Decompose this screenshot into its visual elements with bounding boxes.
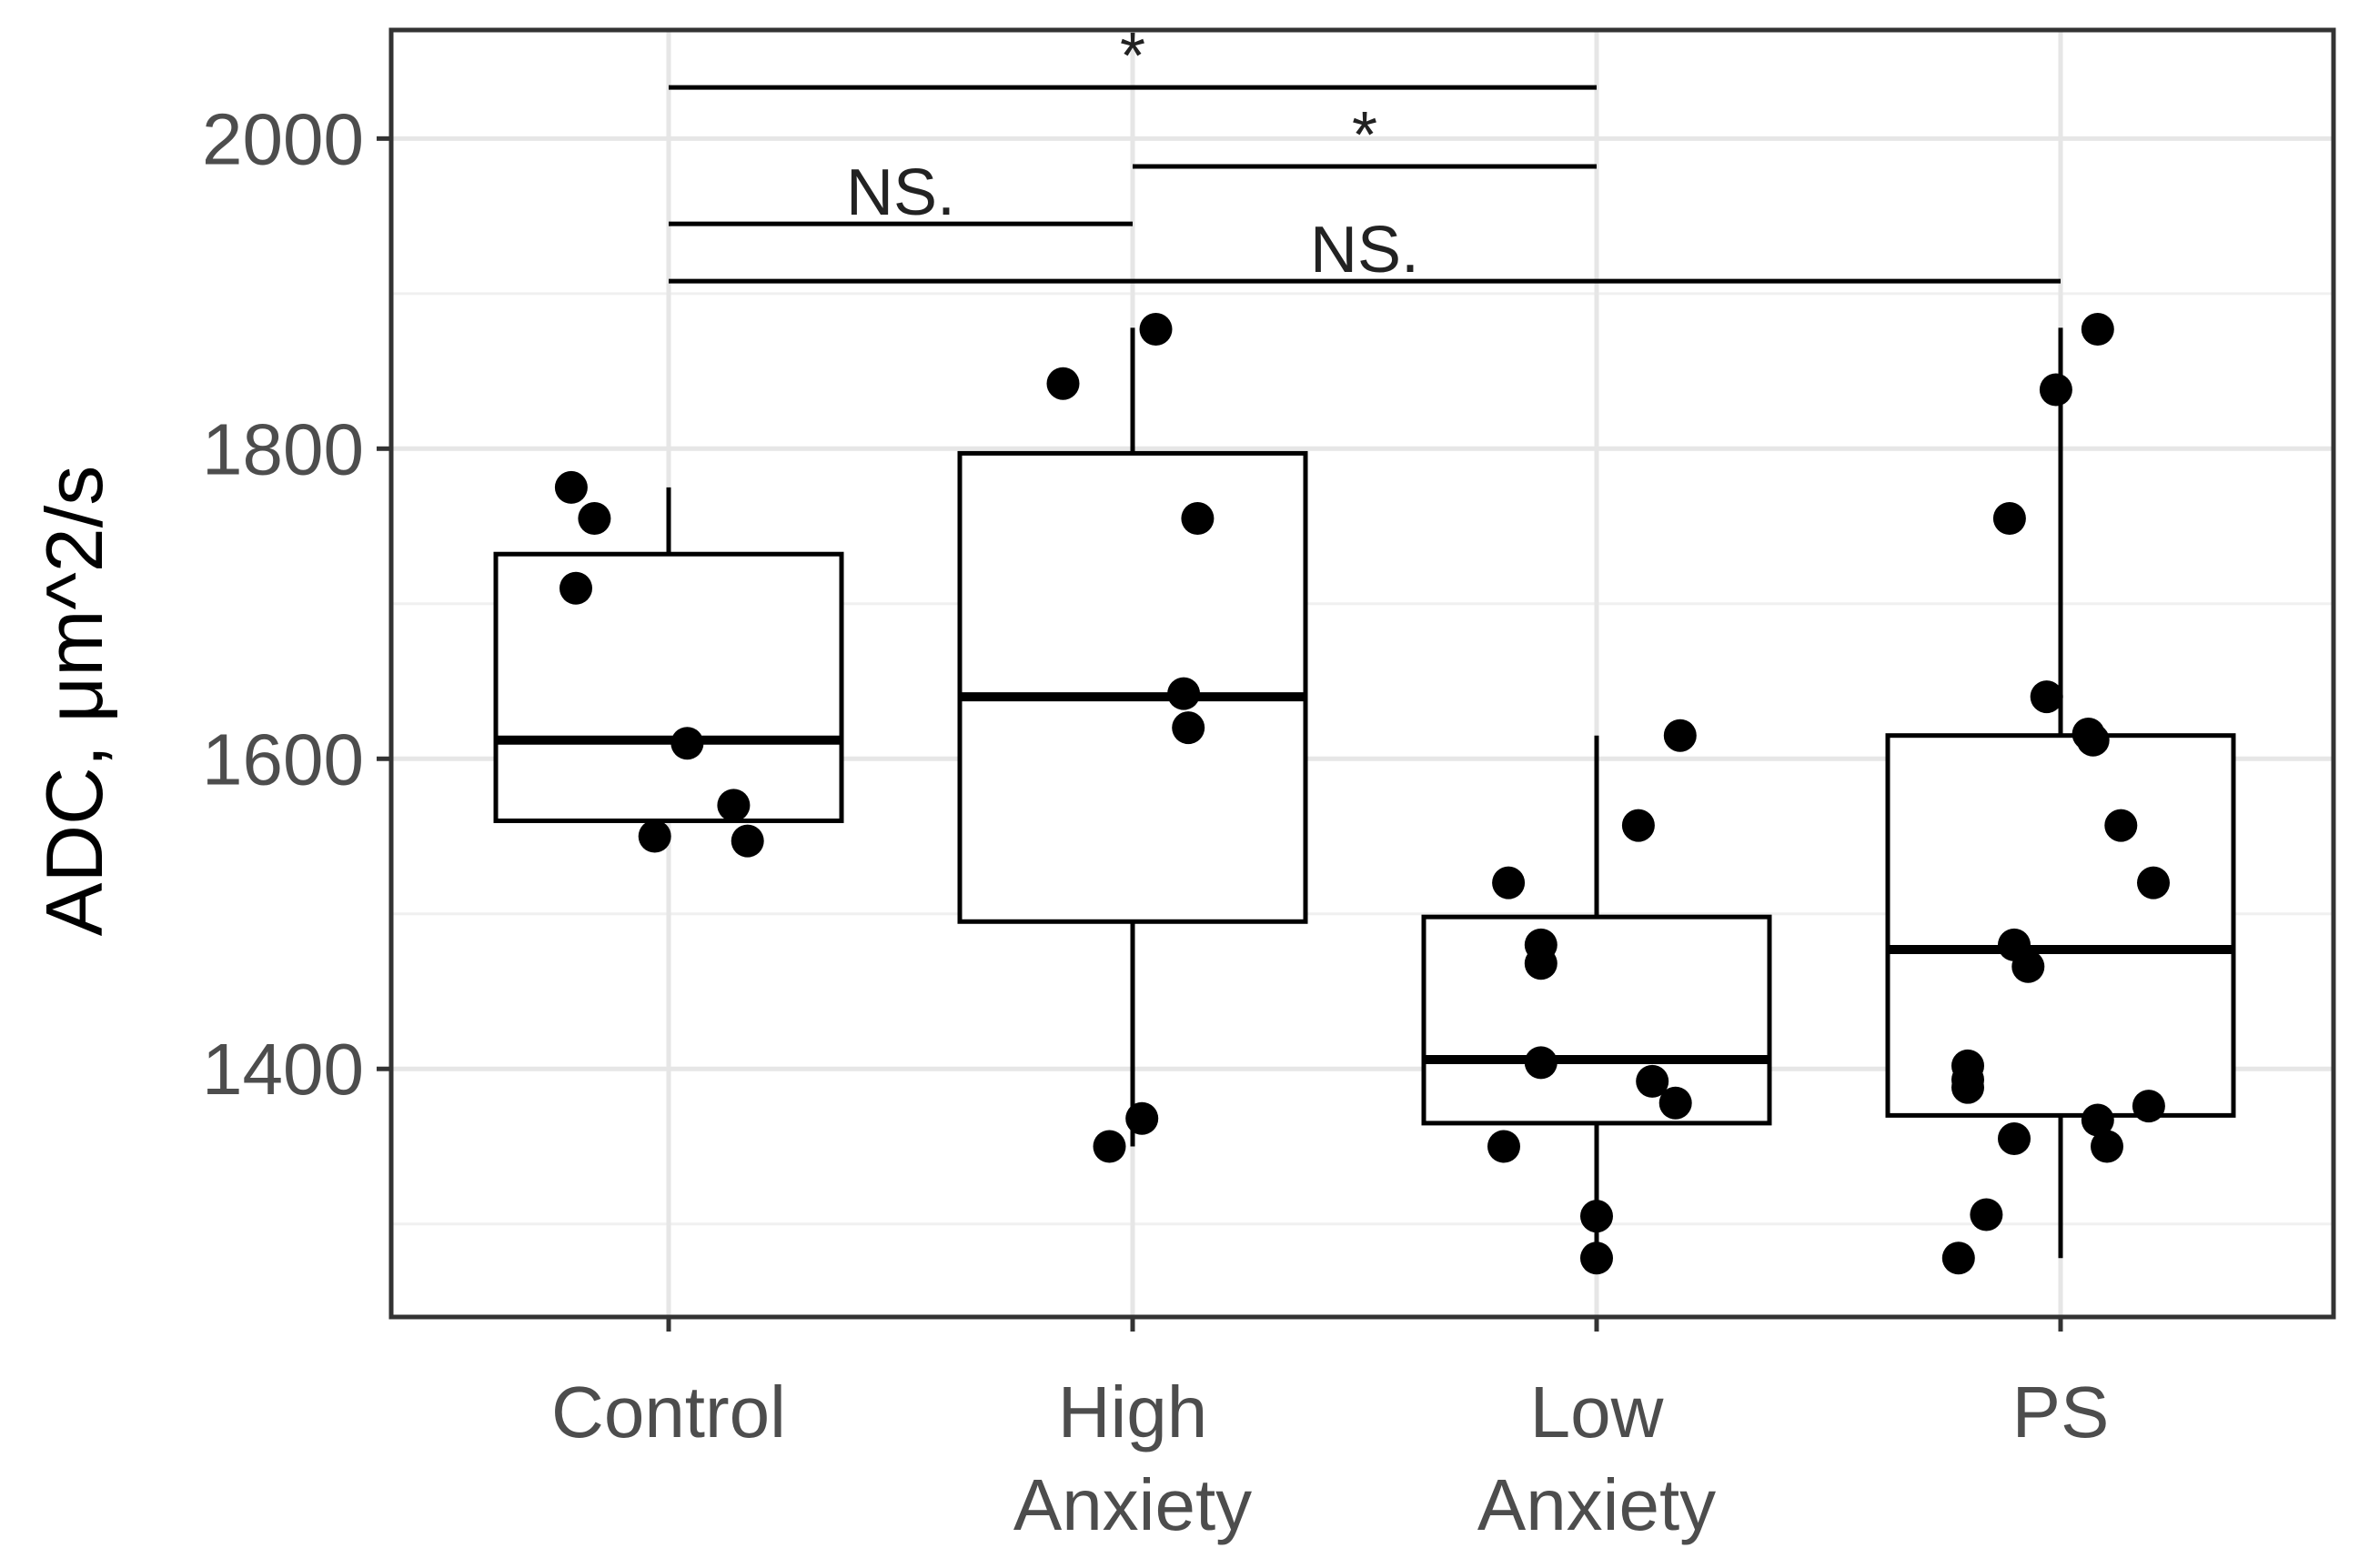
box-control xyxy=(493,551,844,823)
data-point-ps xyxy=(1970,1198,2003,1231)
box-low xyxy=(1421,914,1772,1126)
data-point-low xyxy=(1580,1200,1613,1233)
x-tick-label-high: High Anxiety xyxy=(1013,1372,1252,1545)
y-axis-title: ADC, μm^2/s xyxy=(29,466,119,936)
data-point-high xyxy=(1167,677,1201,710)
data-point-high xyxy=(1046,367,1080,400)
data-point-ps xyxy=(2076,723,2110,757)
data-point-ps xyxy=(2081,1103,2114,1137)
data-point-low xyxy=(1580,1241,1613,1275)
data-point-high xyxy=(1125,1101,1159,1135)
x-tick-label-line: High xyxy=(1058,1372,1208,1452)
data-point-ps xyxy=(2137,866,2170,900)
data-point-control xyxy=(717,789,751,822)
x-tick-label-ps: PS xyxy=(2012,1372,2110,1452)
data-point-ps xyxy=(1951,1070,1984,1104)
y-tick-label-2000: 2000 xyxy=(202,98,364,179)
data-point-control xyxy=(578,502,611,536)
data-point-ps xyxy=(1941,1241,1975,1275)
data-point-low xyxy=(1658,1086,1692,1120)
data-point-high xyxy=(1093,1130,1126,1163)
data-point-ps xyxy=(2132,1090,2165,1123)
significance-label-1: * xyxy=(1352,99,1377,172)
data-point-ps xyxy=(2081,313,2114,347)
data-point-ps xyxy=(2039,373,2072,407)
box-ps xyxy=(1885,733,2236,1118)
data-point-low xyxy=(1636,1064,1669,1098)
plot-panel-border xyxy=(388,27,2336,1320)
data-point-low xyxy=(1663,719,1697,752)
data-point-low xyxy=(1524,947,1557,980)
x-tick-label-low: Low Anxiety xyxy=(1477,1372,1716,1545)
boxes xyxy=(493,327,2236,1259)
data-point-low xyxy=(1487,1130,1520,1163)
x-tick-label-line: Low xyxy=(1530,1372,1664,1452)
data-point-ps xyxy=(2011,950,2045,983)
axes: 1400 1600 1800 2000 Control High Anxiety Low Anx… xyxy=(202,98,2109,1545)
x-tick-label-line: Anxiety xyxy=(1477,1464,1716,1545)
data-point-high xyxy=(1172,711,1205,745)
data-point-high xyxy=(1181,502,1215,536)
data-point-high xyxy=(1139,313,1173,347)
data-point-low xyxy=(1492,866,1526,900)
significance-brackets: **NS.NS. xyxy=(669,20,2061,286)
data-point-ps xyxy=(2091,1130,2123,1163)
y-tick-label-1800: 1800 xyxy=(202,408,364,489)
data-point-ps xyxy=(2030,680,2063,714)
data-point-control xyxy=(559,571,592,605)
data-point-control xyxy=(731,824,764,858)
box-high xyxy=(957,450,1308,924)
x-tick-label-line: PS xyxy=(2012,1372,2110,1452)
data-points xyxy=(554,313,2170,1275)
data-point-low xyxy=(1621,809,1655,842)
significance-label-3: NS. xyxy=(1310,214,1419,286)
data-point-ps xyxy=(1998,1121,2031,1155)
x-tick-label-control: Control xyxy=(551,1372,786,1452)
y-tick-label-1400: 1400 xyxy=(202,1029,364,1110)
y-tick-label-1600: 1600 xyxy=(202,719,364,799)
data-point-control xyxy=(638,819,671,853)
data-point-ps xyxy=(1992,502,2026,536)
x-tick-label-line: Control xyxy=(551,1372,786,1452)
significance-label-2: NS. xyxy=(846,156,955,229)
data-point-low xyxy=(1524,1046,1557,1080)
data-point-control xyxy=(670,727,704,760)
data-point-control xyxy=(554,470,588,504)
data-point-ps xyxy=(2104,809,2138,842)
x-tick-label-line: Anxiety xyxy=(1013,1464,1252,1545)
